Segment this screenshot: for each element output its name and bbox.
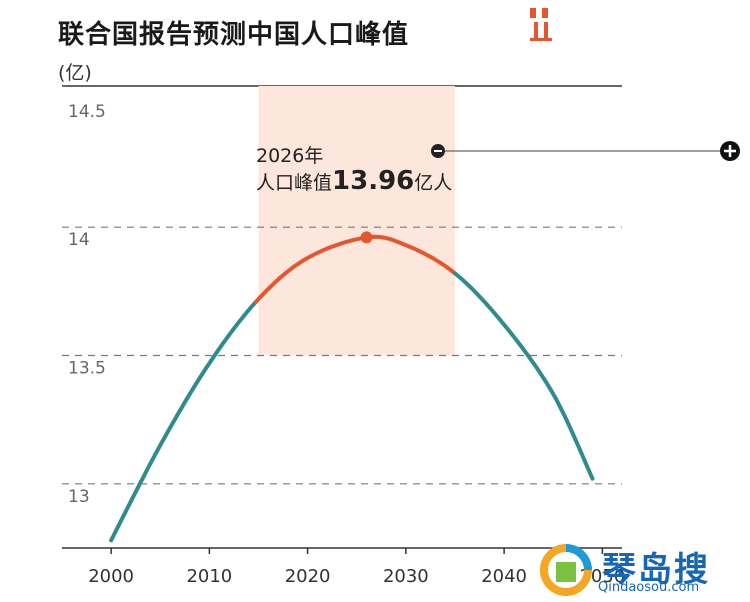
- peak-value: 13.96: [332, 166, 415, 196]
- y-tick-label: 13.5: [68, 359, 106, 379]
- series-line-after-peak: [453, 271, 595, 481]
- x-tick-label: 2000: [88, 566, 134, 587]
- y-axis-unit: (亿): [58, 62, 92, 84]
- highlight-band: [258, 86, 455, 356]
- x-tick-label: 2010: [186, 566, 232, 587]
- x-tick-label: 2040: [481, 566, 527, 587]
- brand-logo-icon: [530, 8, 552, 41]
- x-tick-label: 2030: [383, 566, 429, 587]
- watermark-brand: 琴岛搜: [602, 550, 710, 590]
- zoom-minus-icon: [431, 144, 445, 158]
- zoom-plus-icon: [720, 141, 740, 161]
- y-tick-label: 14: [68, 230, 90, 250]
- series-line-before-peak: [109, 299, 258, 543]
- x-tick-label: 2020: [285, 566, 331, 587]
- peak-suffix: 亿人: [414, 172, 453, 194]
- y-tick-label: 13: [68, 487, 90, 507]
- chart-title: 联合国报告预测中国人口峰值: [58, 20, 410, 50]
- watermark: 琴岛搜 Qindaosou.com: [538, 542, 748, 598]
- peak-marker: [360, 231, 373, 244]
- watermark-logo-icon: [540, 544, 592, 596]
- peak-prefix: 人口峰值: [256, 172, 333, 194]
- peak-year-label: 2026年: [256, 145, 324, 167]
- watermark-domain: Qindaosou.com: [598, 580, 700, 595]
- y-tick-label: 14.5: [68, 102, 106, 122]
- peak-label: 人口峰值13.96亿人: [256, 168, 452, 196]
- peak-annotation: 2026年 人口峰值13.96亿人: [256, 144, 452, 196]
